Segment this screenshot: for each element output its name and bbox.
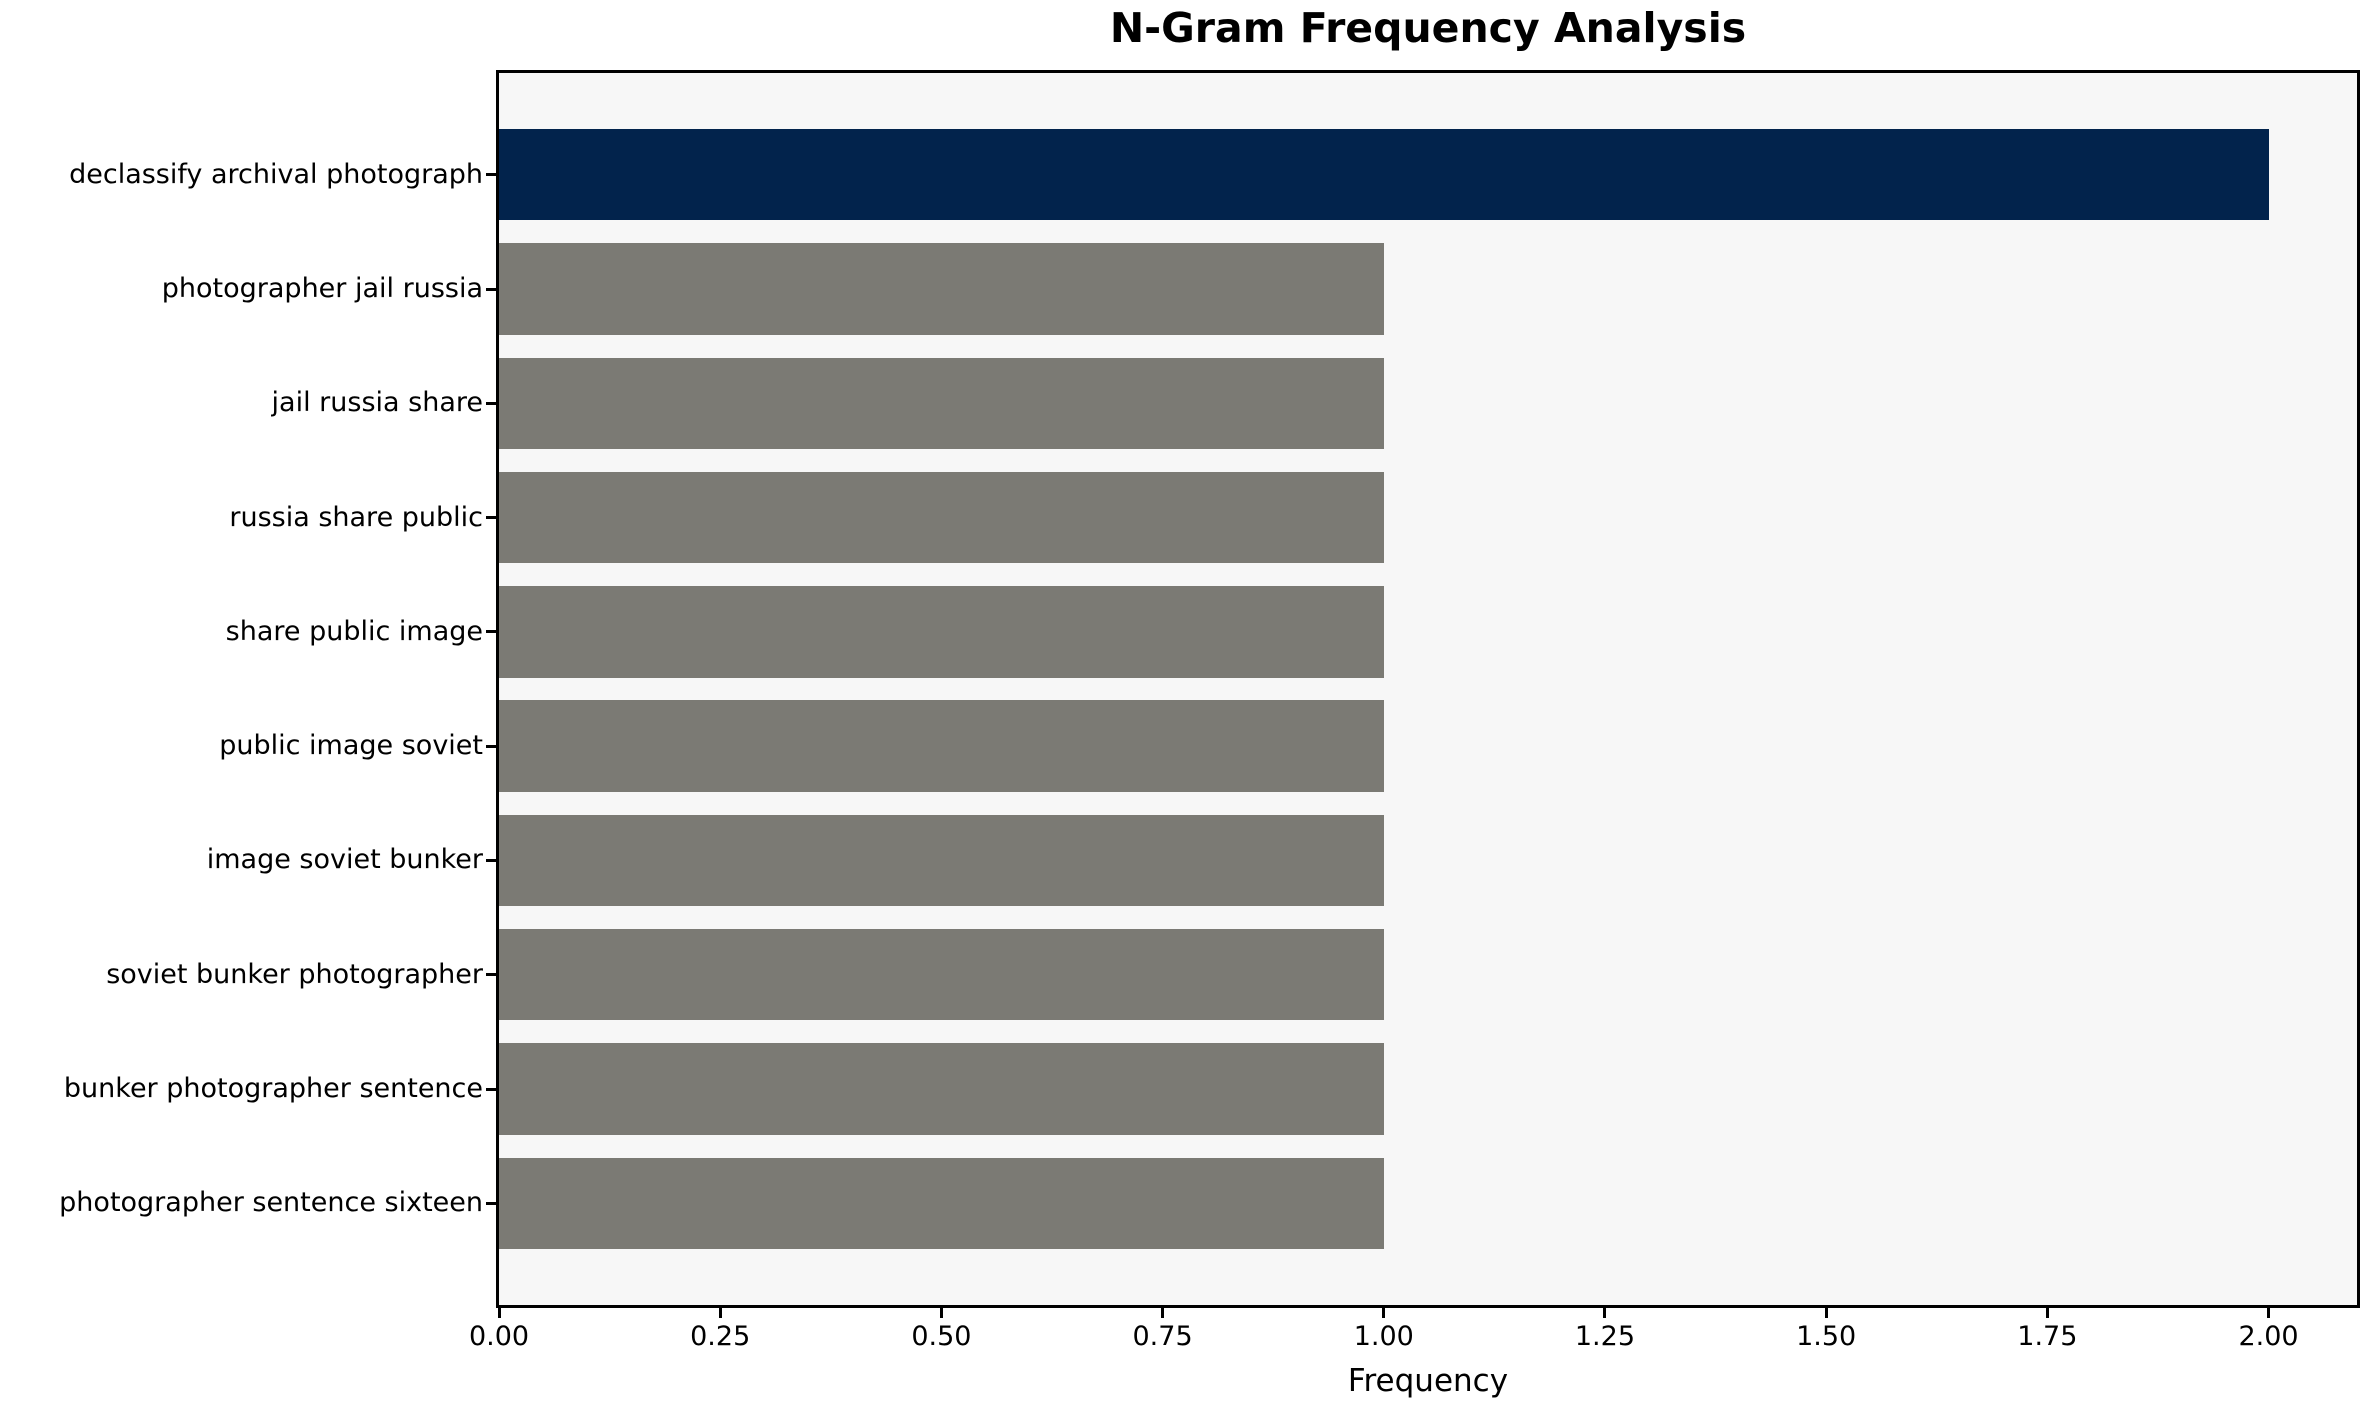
y-axis-tick-label: russia share public: [229, 501, 483, 533]
y-axis-tick-label: public image soviet: [219, 730, 483, 762]
x-axis-tick-label: 1.25: [1574, 1321, 1635, 1352]
bar: [499, 471, 1384, 564]
y-axis-tick: [486, 287, 499, 291]
chart-title: N-Gram Frequency Analysis: [1109, 4, 1747, 52]
y-axis-tick: [486, 744, 499, 748]
x-axis-tick: [1382, 1305, 1386, 1318]
bar: [499, 929, 1384, 1021]
x-axis-tick-label: 0.75: [1132, 1321, 1193, 1352]
x-axis-tick-label: 1.50: [1796, 1321, 1857, 1352]
x-axis-tick-label: 0.00: [468, 1321, 530, 1352]
y-axis-tick-label: photographer jail russia: [161, 273, 483, 304]
x-axis-tick: [2267, 1305, 2271, 1318]
y-axis-tick-label: bunker photographer sentence: [63, 1073, 483, 1104]
y-axis-tick: [486, 173, 499, 177]
x-axis-tick: [718, 1305, 722, 1318]
y-axis-tick-label: jail russia share: [271, 387, 483, 419]
x-axis-tick-label: 1.00: [1353, 1321, 1414, 1352]
bar: [499, 700, 1384, 792]
bar: [499, 129, 2269, 221]
bar: [499, 1043, 1384, 1135]
y-axis-tick: [486, 1087, 499, 1091]
bar: [499, 357, 1384, 449]
x-axis-tick: [1603, 1305, 1607, 1318]
bar: [499, 243, 1384, 335]
bar: [499, 1157, 1384, 1249]
x-axis-tick: [2045, 1305, 2049, 1318]
y-axis-tick: [486, 973, 499, 977]
x-axis-tick: [1824, 1305, 1828, 1318]
y-axis-tick-label: photographer sentence sixteen: [59, 1187, 483, 1219]
x-axis-label: Frequency: [1347, 1363, 1509, 1399]
x-axis-tick: [939, 1305, 943, 1318]
y-axis-tick-label: image soviet bunker: [206, 844, 483, 876]
plot-area: Frequency declassify archival photograph…: [59, 70, 2360, 1399]
x-axis-tick-label: 2.00: [2238, 1321, 2299, 1352]
y-axis-tick-label: declassify archival photograph: [69, 158, 483, 190]
y-axis-tick: [486, 630, 499, 634]
bar: [499, 586, 1384, 678]
y-axis-tick: [486, 858, 499, 862]
bar: [499, 814, 1384, 907]
x-axis-tick: [497, 1305, 501, 1318]
y-axis-tick: [486, 1201, 499, 1205]
x-axis-tick-label: 0.25: [690, 1321, 751, 1352]
y-axis-tick: [486, 516, 499, 520]
y-axis-tick-label: soviet bunker photographer: [106, 958, 483, 990]
y-axis-tick-label: share public image: [225, 615, 483, 647]
x-axis-tick-label: 1.75: [2017, 1321, 2078, 1352]
x-axis-tick-label: 0.50: [911, 1321, 972, 1352]
y-axis-tick: [486, 401, 499, 405]
x-axis-tick: [1161, 1305, 1165, 1318]
